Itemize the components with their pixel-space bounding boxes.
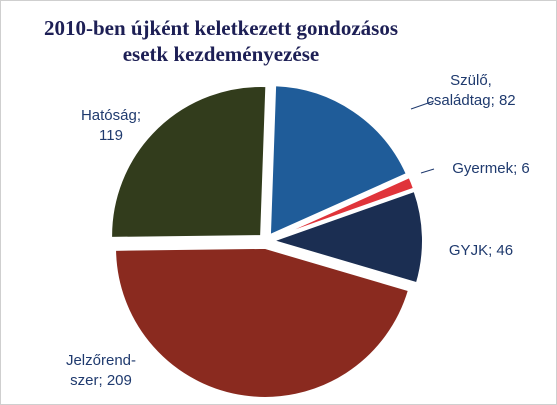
pie-slice: [114, 246, 411, 399]
value-label: 119: [99, 127, 123, 144]
value-label: 209: [106, 372, 132, 389]
data-label: Hatóság; 119: [80, 107, 142, 144]
category-label: Szülő, családtag: [426, 72, 492, 109]
chart-title: 2010-ben újként keletkezett gondozásos e…: [43, 16, 399, 66]
data-label: Gyermek; 6: [452, 160, 530, 177]
category-label: GYJK: [448, 242, 489, 259]
category-label: Gyermek: [452, 160, 514, 177]
leader-line: [410, 100, 435, 110]
pie-slice: [110, 85, 268, 239]
category-label: Jelzőrend-szer: [65, 352, 137, 389]
data-label: Szülő, családtag; 82: [426, 72, 516, 109]
pie-slice: [272, 175, 416, 240]
pie-slice: [269, 189, 424, 285]
data-label: Jelzőrend-szer; 209: [65, 352, 137, 389]
pie-slice: [268, 84, 409, 237]
value-label: 82: [498, 92, 516, 109]
value-label: 6: [521, 160, 530, 177]
leader-line: [420, 168, 435, 174]
value-label: 46: [496, 242, 514, 259]
data-label: GYJK; 46: [448, 242, 514, 259]
category-label: Hatóság: [80, 107, 137, 124]
